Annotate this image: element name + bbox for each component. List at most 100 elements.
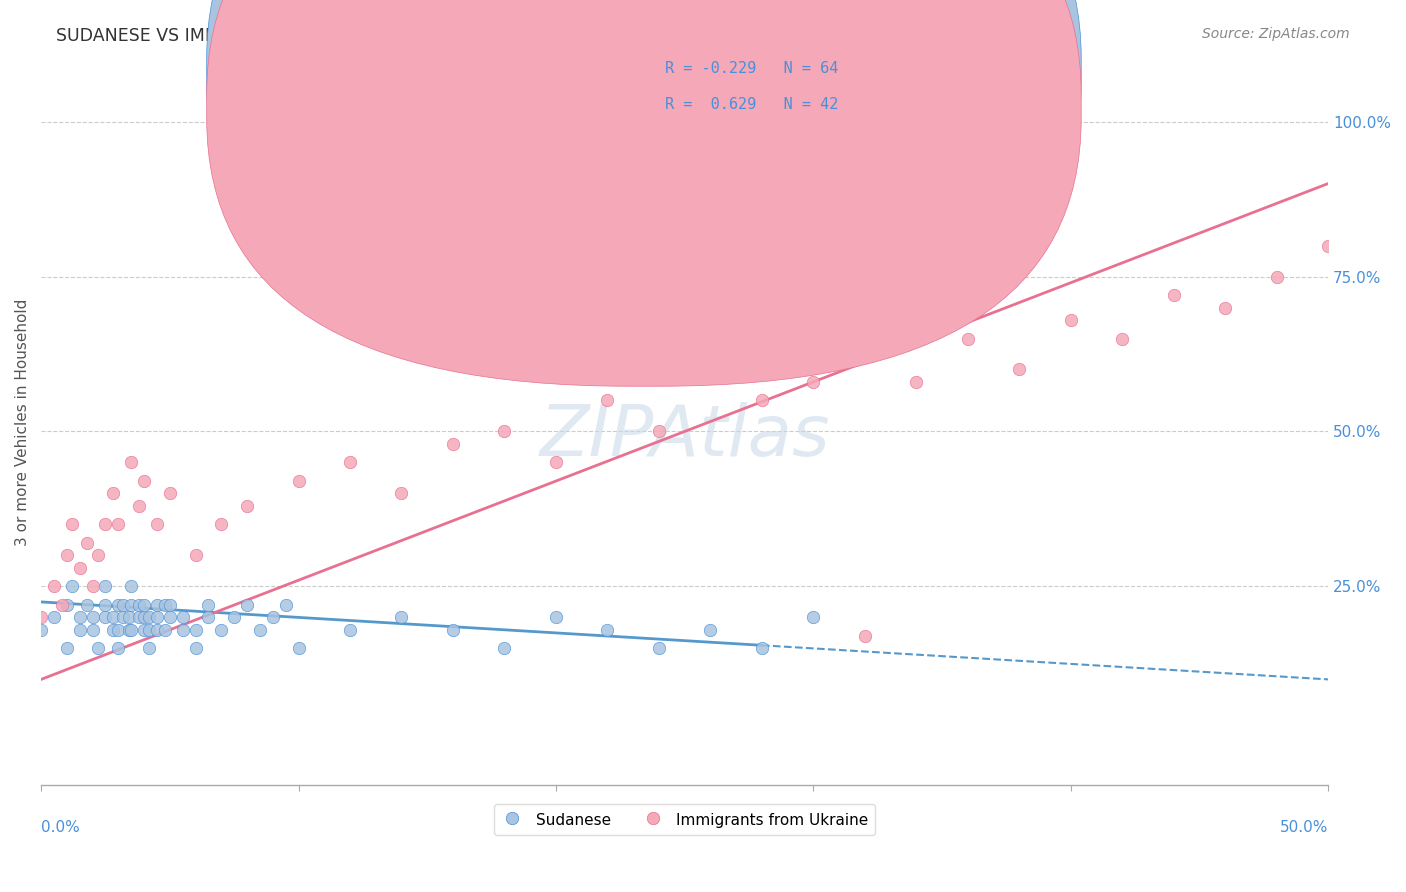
Point [391,610,413,624]
Point [42,610,65,624]
Point [1317,238,1340,252]
Point [648,425,671,439]
Point [107,623,129,637]
Point [94,579,117,593]
Point [107,641,129,656]
Point [544,455,567,469]
Point [132,623,155,637]
Point [30,610,52,624]
Point [30,623,52,637]
Point [441,623,464,637]
Point [751,393,773,408]
Point [128,598,150,612]
Point [236,598,259,612]
Point [262,610,284,624]
Point [184,549,207,563]
Point [1008,362,1031,376]
Point [120,598,142,612]
Y-axis label: 3 or more Vehicles in Household: 3 or more Vehicles in Household [15,299,30,546]
Point [120,455,142,469]
Text: 50.0%: 50.0% [1279,820,1329,835]
Point [159,598,181,612]
Point [249,623,271,637]
Point [172,610,194,624]
Text: R =  0.629   N = 42: R = 0.629 N = 42 [665,97,838,112]
Point [112,610,135,624]
Point [596,393,619,408]
Point [112,598,135,612]
Point [224,610,246,624]
Point [801,375,824,389]
Point [76,536,98,550]
Point [138,623,160,637]
Point [132,474,155,488]
Point [51,598,73,612]
Point [42,579,65,593]
Point [103,486,125,500]
Point [94,610,117,624]
Point [120,623,142,637]
Point [184,623,207,637]
Point [69,561,91,575]
Point [648,641,671,656]
Point [339,623,361,637]
Point [853,350,876,364]
Point [103,610,125,624]
Point [103,623,125,637]
Point [339,455,361,469]
Point [1213,301,1236,315]
Point [391,486,413,500]
Point [699,362,721,376]
Point [1111,331,1133,345]
Point [146,610,169,624]
Point [132,598,155,612]
Point [128,499,150,513]
Point [117,610,139,624]
Point [197,598,219,612]
Point [1163,288,1185,302]
Point [107,517,129,532]
Point [287,641,309,656]
Point [544,610,567,624]
Point [56,598,79,612]
Point [76,598,98,612]
Text: 0.0%: 0.0% [41,820,80,835]
Point [209,623,232,637]
Point [87,641,110,656]
Point [82,623,104,637]
Point [117,623,139,637]
Point [69,623,91,637]
Point [132,610,155,624]
Point [853,629,876,643]
Point [56,549,79,563]
Point [699,623,721,637]
Point [82,610,104,624]
Point [159,486,181,500]
Point [107,598,129,612]
Point [209,517,232,532]
Point [494,425,516,439]
Point [56,641,79,656]
Point [287,474,309,488]
Point [274,598,297,612]
Point [82,579,104,593]
Point [146,517,169,532]
Point [184,641,207,656]
Point [153,598,176,612]
Point [494,641,516,656]
Point [69,610,91,624]
Legend: Sudanese, Immigrants from Ukraine: Sudanese, Immigrants from Ukraine [495,805,875,835]
Point [94,517,117,532]
Point [120,579,142,593]
Point [751,641,773,656]
Point [236,499,259,513]
Point [60,517,83,532]
Point [146,623,169,637]
Point [138,641,160,656]
Point [197,610,219,624]
Text: Source: ZipAtlas.com: Source: ZipAtlas.com [1202,27,1350,41]
Text: ZIPAtlas: ZIPAtlas [540,402,830,471]
Point [905,375,928,389]
Point [441,437,464,451]
Point [956,331,979,345]
